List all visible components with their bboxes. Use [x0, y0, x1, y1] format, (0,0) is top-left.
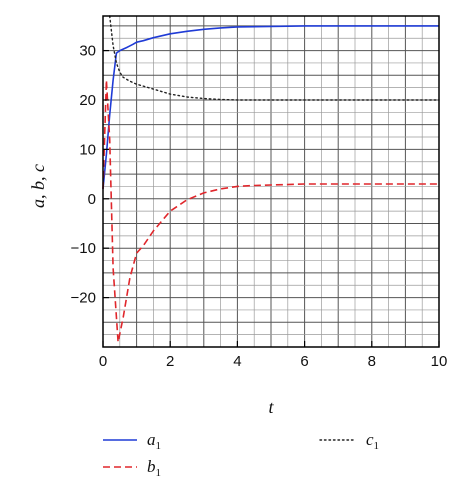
x-tick-label: 4 [233, 353, 241, 370]
series-line-a1 [102, 25, 439, 189]
y-axis-title: a, b, c [28, 164, 48, 208]
series-layer [102, 15, 440, 343]
y-tick-label: 10 [79, 141, 96, 158]
plot-frame [102, 15, 440, 348]
legend-label-a1: a1 [147, 430, 161, 452]
x-tick-label: 8 [368, 353, 376, 370]
series-line-b1 [102, 79, 439, 343]
legend-label-b1: b1 [147, 457, 161, 479]
x-tick-label: 6 [300, 353, 308, 370]
grid [102, 16, 440, 348]
tick-labels: 0 2 4 6 8 10 −20 −10 0 10 20 30 [71, 43, 448, 370]
y-tick-label: 30 [79, 43, 96, 60]
y-tick-label: 0 [88, 191, 96, 208]
x-tick-label: 2 [166, 353, 174, 370]
legend-label-c1: c1 [366, 430, 379, 452]
x-axis-title: t [268, 397, 274, 417]
x-tick-label: 0 [99, 353, 107, 370]
y-tick-label: 20 [79, 92, 96, 109]
x-tick-label: 10 [431, 353, 448, 370]
y-tick-label: −20 [71, 290, 96, 307]
series-line-c1 [108, 15, 440, 101]
y-tick-label: −10 [71, 240, 96, 257]
ticks [102, 49, 440, 347]
legend: a1 b1 c1 [103, 430, 379, 479]
